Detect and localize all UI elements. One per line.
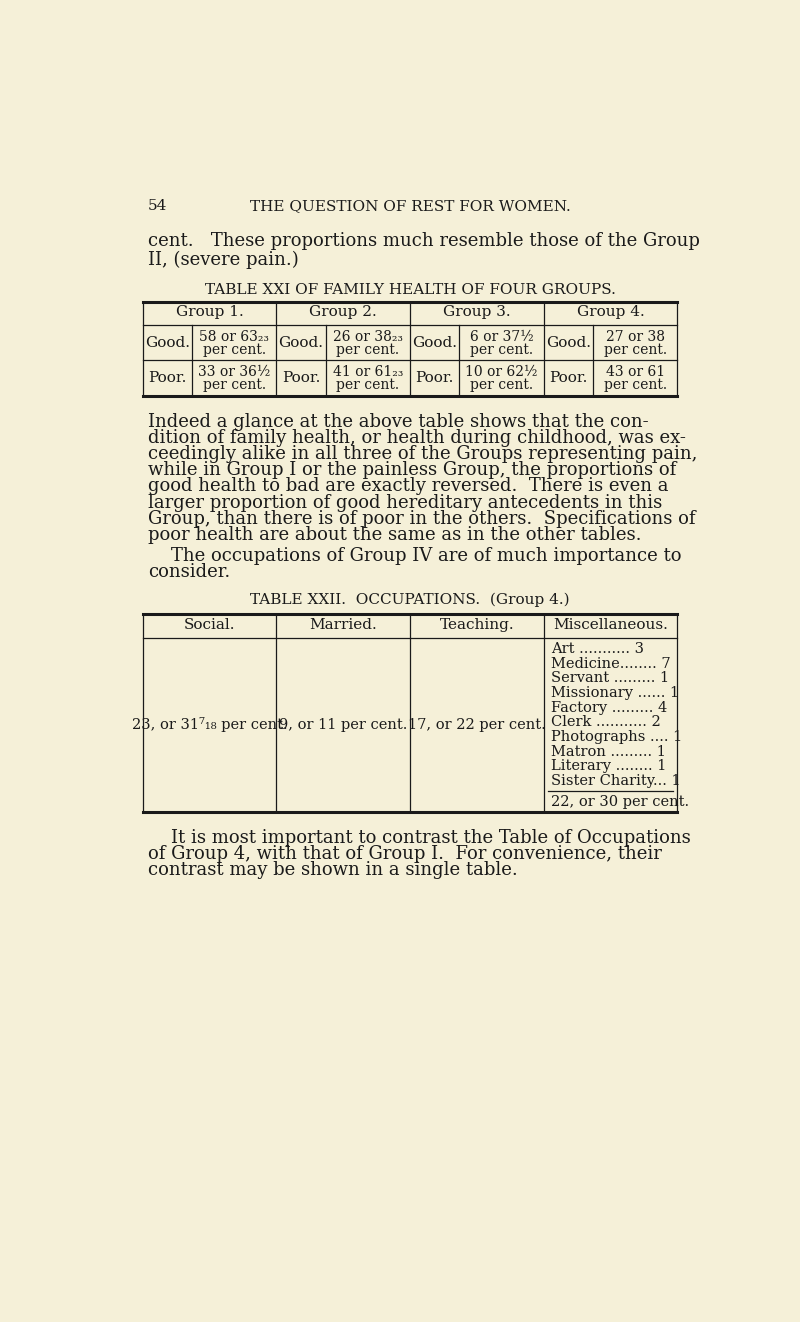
Text: 6 or 37½: 6 or 37½ <box>470 329 534 344</box>
Text: Poor.: Poor. <box>550 371 588 385</box>
Text: per cent.: per cent. <box>604 378 667 393</box>
Text: The occupations of Group IV are of much importance to: The occupations of Group IV are of much … <box>148 547 682 564</box>
Text: 58 or 63₂₃: 58 or 63₂₃ <box>199 329 270 344</box>
Text: Group 2.: Group 2. <box>310 305 377 319</box>
Text: Group 1.: Group 1. <box>175 305 243 319</box>
Text: Art ........... 3: Art ........... 3 <box>551 642 645 656</box>
Text: Group 4.: Group 4. <box>577 305 645 319</box>
Text: Group, than there is of poor in the others.  Specifications of: Group, than there is of poor in the othe… <box>148 510 695 527</box>
Text: Miscellaneous.: Miscellaneous. <box>553 617 668 632</box>
Text: Teaching.: Teaching. <box>439 617 514 632</box>
Text: Medicine........ 7: Medicine........ 7 <box>551 657 671 670</box>
Text: per cent.: per cent. <box>470 378 533 393</box>
Text: 54: 54 <box>148 198 167 213</box>
Text: of Group 4, with that of Group I.  For convenience, their: of Group 4, with that of Group I. For co… <box>148 845 662 863</box>
Text: 17, or 22 per cent.: 17, or 22 per cent. <box>408 718 546 731</box>
Text: Group 3.: Group 3. <box>443 305 510 319</box>
Text: TABLE XXII.  OCCUPATIONS.  (Group 4.): TABLE XXII. OCCUPATIONS. (Group 4.) <box>250 594 570 607</box>
Text: It is most important to contrast the Table of Occupations: It is most important to contrast the Tab… <box>148 829 690 846</box>
Text: per cent.: per cent. <box>470 342 533 357</box>
Text: 10 or 62½: 10 or 62½ <box>466 365 538 379</box>
Text: poor health are about the same as in the other tables.: poor health are about the same as in the… <box>148 526 642 543</box>
Text: Good.: Good. <box>412 336 458 350</box>
Text: Social.: Social. <box>184 617 235 632</box>
Text: Married.: Married. <box>310 617 377 632</box>
Text: 26 or 38₂₃: 26 or 38₂₃ <box>333 329 403 344</box>
Text: Factory ......... 4: Factory ......... 4 <box>551 701 668 715</box>
Text: Poor.: Poor. <box>415 371 454 385</box>
Text: Missionary ...... 1: Missionary ...... 1 <box>551 686 679 701</box>
Text: per cent.: per cent. <box>336 378 399 393</box>
Text: contrast may be shown in a single table.: contrast may be shown in a single table. <box>148 861 518 879</box>
Text: per cent.: per cent. <box>202 342 266 357</box>
Text: 43 or 61: 43 or 61 <box>606 365 665 379</box>
Text: Photographs .... 1: Photographs .... 1 <box>551 730 682 744</box>
Text: while in Group I or the painless Group, the proportions of: while in Group I or the painless Group, … <box>148 461 676 480</box>
Text: larger proportion of good hereditary antecedents in this: larger proportion of good hereditary ant… <box>148 493 662 512</box>
Text: Good.: Good. <box>278 336 323 350</box>
Text: Servant ......... 1: Servant ......... 1 <box>551 672 670 686</box>
Text: 27 or 38: 27 or 38 <box>606 329 665 344</box>
Text: cent.   These proportions much resemble those of the Group: cent. These proportions much resemble th… <box>148 231 700 250</box>
Text: TABLE XXI OF FAMILY HEALTH OF FOUR GROUPS.: TABLE XXI OF FAMILY HEALTH OF FOUR GROUP… <box>205 283 615 297</box>
Text: ceedingly alike in all three of the Groups representing pain,: ceedingly alike in all three of the Grou… <box>148 446 698 463</box>
Text: II, (severe pain.): II, (severe pain.) <box>148 251 299 270</box>
Text: Matron ......... 1: Matron ......... 1 <box>551 744 666 759</box>
Text: per cent.: per cent. <box>202 378 266 393</box>
Text: Literary ........ 1: Literary ........ 1 <box>551 759 667 773</box>
Text: Sister Charity... 1: Sister Charity... 1 <box>551 773 681 788</box>
Text: Indeed a glance at the above table shows that the con-: Indeed a glance at the above table shows… <box>148 412 649 431</box>
Text: 22, or 30 per cent.: 22, or 30 per cent. <box>551 795 690 809</box>
Text: THE QUESTION OF REST FOR WOMEN.: THE QUESTION OF REST FOR WOMEN. <box>250 198 570 213</box>
Text: dition of family health, or health during childhood, was ex-: dition of family health, or health durin… <box>148 428 686 447</box>
Text: Poor.: Poor. <box>282 371 320 385</box>
Text: Good.: Good. <box>546 336 591 350</box>
Text: Poor.: Poor. <box>148 371 186 385</box>
Text: 33 or 36½: 33 or 36½ <box>198 365 270 379</box>
Text: Clerk ........... 2: Clerk ........... 2 <box>551 715 661 730</box>
Text: 41 or 61₂₃: 41 or 61₂₃ <box>333 365 403 379</box>
Text: good health to bad are exactly reversed.  There is even a: good health to bad are exactly reversed.… <box>148 477 669 496</box>
Text: Good.: Good. <box>145 336 190 350</box>
Text: 23, or 31⁷₁₈ per cent.: 23, or 31⁷₁₈ per cent. <box>132 717 287 732</box>
Text: per cent.: per cent. <box>604 342 667 357</box>
Text: consider.: consider. <box>148 563 230 580</box>
Text: per cent.: per cent. <box>336 342 399 357</box>
Text: 9, or 11 per cent.: 9, or 11 per cent. <box>279 718 407 731</box>
